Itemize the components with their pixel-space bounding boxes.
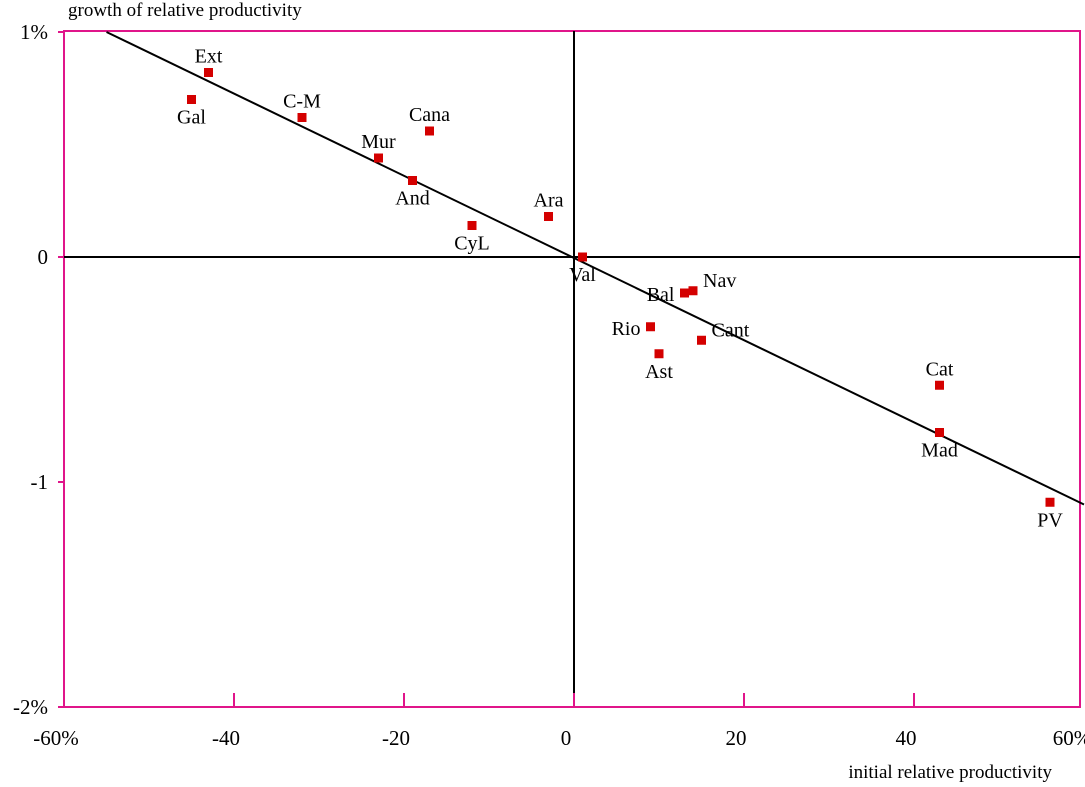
data-point [374,153,383,163]
point-label: Mad [921,440,958,462]
data-point [654,349,664,359]
point-label: Cant [712,319,750,341]
data-point [688,286,698,296]
data-point [935,380,944,390]
point-label: Ast [645,361,673,383]
x-tick-label: 20 [726,726,747,750]
x-tick-label: -60% [33,726,79,750]
point-label: And [395,188,429,210]
point-label: Mur [361,131,396,153]
point-label: Nav [703,270,736,292]
data-point [204,68,213,77]
x-tick-label: 60% [1053,726,1085,750]
point-label: Ext [195,46,223,68]
point-label: C-M [283,91,321,113]
point-label: Gal [177,107,206,129]
data-point [467,221,477,230]
point-label: CyL [454,233,490,255]
x-tick-label: 40 [896,726,917,750]
x-tick-label: -40 [212,726,240,750]
x-tick-label: -20 [382,726,410,750]
data-point [697,335,706,345]
x-tick-label: 0 [561,726,572,750]
point-label: Bal [647,284,675,306]
y-tick-label: -2% [13,695,48,719]
y-tick-label: -1 [31,470,49,494]
plot-area: -60% -40 -20 0 20 40 60% 1% 0 -1 -2% Ext Gal C-M Cana M… [13,20,1085,750]
data-point [935,428,944,437]
point-label: Cana [409,104,450,126]
y-tick-label: 0 [38,245,49,269]
regression-line [106,31,1085,506]
data-point [297,113,307,122]
point-label: Rio [612,318,641,340]
data-point [680,288,689,298]
point-label: Ara [534,190,564,212]
data-point [408,176,417,185]
data-point [646,322,655,332]
plot-frame [63,30,1081,708]
data-point [187,95,196,104]
data-point [578,252,587,262]
data-point [544,212,553,221]
y-axis-title: growth of relative productivity [68,0,302,21]
data-point [425,126,434,136]
point-label: Val [569,264,596,286]
y-tick-label: 1% [20,20,48,44]
data-point [1045,497,1055,507]
point-label: Cat [926,358,954,380]
x-axis-title: initial relative productivity [848,762,1052,783]
point-label: PV [1037,509,1063,531]
